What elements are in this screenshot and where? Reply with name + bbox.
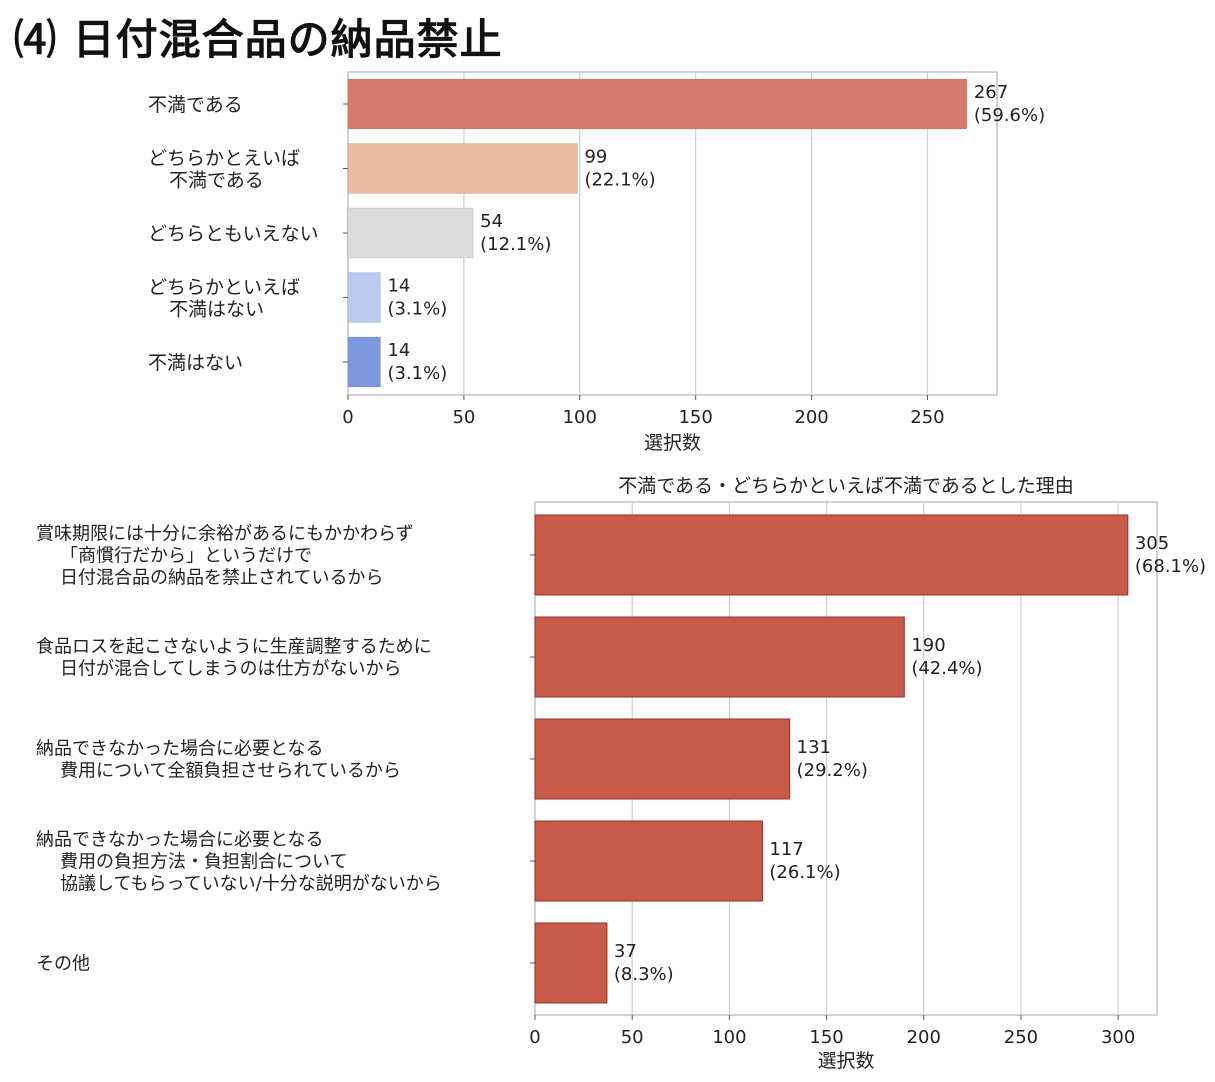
x-axis-label: 選択数 xyxy=(817,1050,874,1072)
category-label-line: 不満はない xyxy=(148,352,243,374)
x-axis-label: 選択数 xyxy=(644,432,701,454)
bar xyxy=(534,820,763,902)
percent-label: (42.4%) xyxy=(911,658,982,679)
value-label: 131 xyxy=(797,737,831,758)
x-tick-label: 0 xyxy=(529,1027,540,1048)
x-tick-label: 150 xyxy=(678,407,712,428)
category-label-line: 納品できなかった場合に必要となる xyxy=(36,829,323,850)
category-label: その他 xyxy=(36,953,90,974)
chart-reasons: 不満である・どちらかといえば不満であるとした理由 0 50 100 150 200 250 3… xyxy=(36,475,1206,1072)
percent-label: (3.1%) xyxy=(387,363,447,384)
category-label: どちらかとえいば不満である xyxy=(148,147,300,191)
x-tick-label: 100 xyxy=(712,1027,746,1048)
category-label-line: 不満はない xyxy=(169,298,264,320)
value-label: 37 xyxy=(614,941,637,962)
category-label-line: 不満である xyxy=(169,169,264,191)
value-label: 54 xyxy=(480,211,503,232)
category-label-line: 協議してもらっていない/十分な説明がないから xyxy=(60,873,442,894)
category-label: 納品できなかった場合に必要となる費用について全額負担させられているから xyxy=(36,738,401,781)
category-label: 納品できなかった場合に必要となる費用の負担方法・負担割合について協議してもらって… xyxy=(36,829,442,894)
percent-label: (22.1%) xyxy=(584,170,655,191)
chart-title: 不満である・どちらかといえば不満であるとした理由 xyxy=(618,475,1074,497)
bar xyxy=(347,207,474,259)
category-label: 食品ロスを起こさないように生産調整するために日付が混合してしまうのは仕方がないか… xyxy=(36,636,432,679)
category-label-line: どちらかとえいば xyxy=(148,147,300,169)
category-label: 不満である xyxy=(148,94,243,116)
percent-label: (8.3%) xyxy=(614,964,674,985)
category-label: どちらともいえない xyxy=(148,223,319,245)
x-tick-label: 150 xyxy=(809,1027,843,1048)
category-label: 不満はない xyxy=(148,352,243,374)
percent-label: (12.1%) xyxy=(480,234,551,255)
x-tick-label: 250 xyxy=(1004,1027,1038,1048)
bar xyxy=(534,514,1129,596)
category-label-line: どちらともいえない xyxy=(148,223,319,245)
x-tick-label: 300 xyxy=(1101,1027,1135,1048)
category-label-line: 費用の負担方法・負担割合について xyxy=(60,851,347,872)
category-label-line: 納品できなかった場合に必要となる xyxy=(36,738,323,759)
bar xyxy=(347,272,381,323)
category-label: 賞味期限には十分に余裕があるにもかかわらず「商慣行だから」というだけで日付混合品… xyxy=(36,523,414,588)
bar xyxy=(534,922,608,1004)
percent-label: (68.1%) xyxy=(1135,556,1206,577)
category-label: どちらかといえば不満はない xyxy=(148,276,300,320)
x-tick-label: 250 xyxy=(910,407,944,428)
bar xyxy=(534,616,905,698)
bar xyxy=(347,78,968,130)
percent-label: (26.1%) xyxy=(769,862,840,883)
x-tick-label: 200 xyxy=(907,1027,941,1048)
category-label-line: その他 xyxy=(36,953,90,974)
value-label: 14 xyxy=(387,276,410,297)
bar xyxy=(347,336,381,388)
page-title: ⑷ 日付混合品の納品禁止 xyxy=(14,15,503,64)
x-tick-label: 100 xyxy=(563,407,597,428)
percent-label: (3.1%) xyxy=(387,299,447,320)
category-label-line: 日付混合品の納品を禁止されているから xyxy=(60,567,383,588)
category-label-line: 日付が混合してしまうのは仕方がないから xyxy=(60,658,401,679)
category-label-line: 不満である xyxy=(148,94,243,116)
percent-label: (59.6%) xyxy=(974,105,1045,126)
x-tick-label: 50 xyxy=(621,1027,644,1048)
value-label: 305 xyxy=(1135,533,1169,554)
value-label: 14 xyxy=(387,340,410,361)
category-label-line: どちらかといえば xyxy=(148,276,300,298)
category-label-line: 食品ロスを起こさないように生産調整するために xyxy=(36,636,432,657)
x-tick-label: 50 xyxy=(452,407,475,428)
value-label: 190 xyxy=(911,635,945,656)
value-label: 117 xyxy=(769,839,803,860)
bar xyxy=(347,143,578,194)
category-label-line: 費用について全額負担させられているから xyxy=(60,760,401,781)
percent-label: (29.2%) xyxy=(797,760,868,781)
bar xyxy=(534,718,791,800)
value-label: 267 xyxy=(974,82,1008,103)
category-label-line: 賞味期限には十分に余裕があるにもかかわらず xyxy=(36,523,414,544)
x-tick-label: 0 xyxy=(342,407,353,428)
category-label-line: 「商慣行だから」というだけで xyxy=(60,545,312,566)
x-tick-label: 200 xyxy=(794,407,828,428)
chart-satisfaction: 0 50 100 150 200 250 選択数 不満である 267(59.6%) どちらかとえい… xyxy=(148,71,1045,454)
value-label: 99 xyxy=(584,147,607,168)
